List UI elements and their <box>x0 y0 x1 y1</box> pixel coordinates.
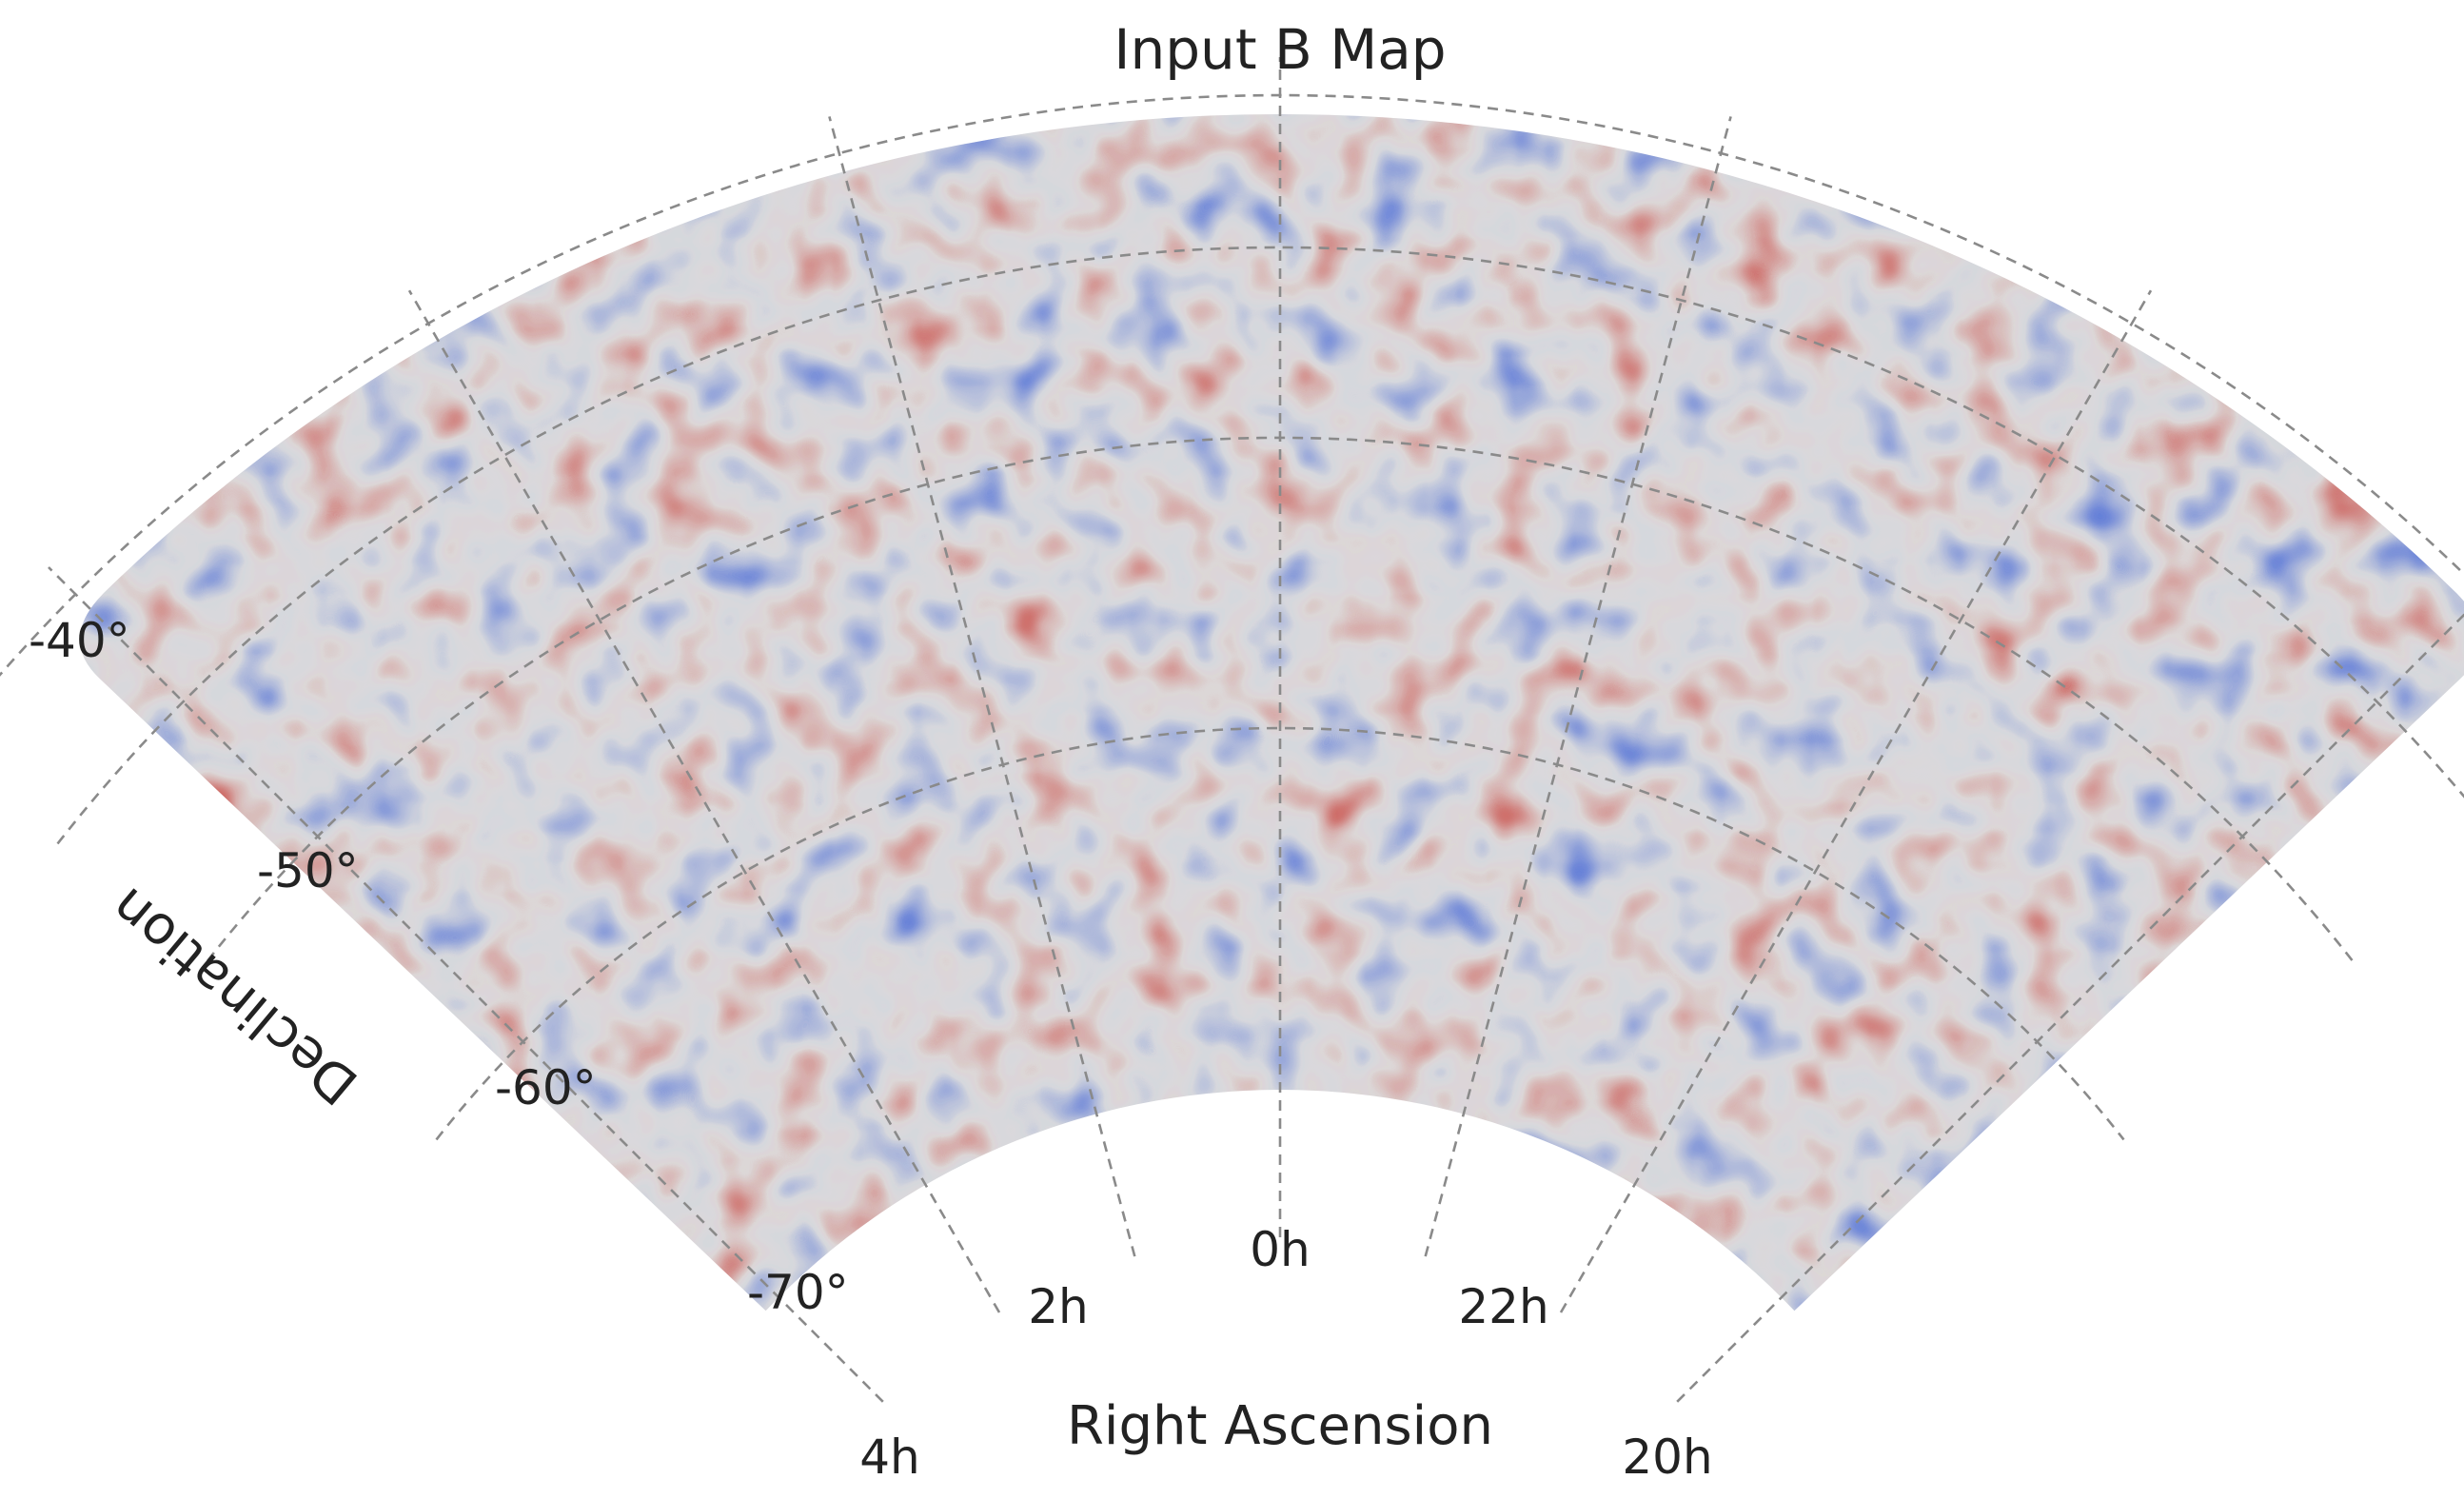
graticule <box>0 57 2464 1403</box>
ra-tick-0h: 0h <box>1250 1222 1311 1277</box>
ra-line-22h <box>1424 116 1732 1257</box>
dec-line-minus-70 <box>435 726 2125 1141</box>
ra-line-20h <box>1559 289 2153 1313</box>
dec-tick-minus-40: -40° <box>29 613 130 668</box>
dec-tick-minus-60: -60° <box>495 1060 597 1115</box>
ra-tick-20h: 20h <box>1622 1430 1712 1485</box>
dec-tick-minus-70: -70° <box>747 1265 849 1320</box>
x-axis-label: Right Ascension <box>1067 1395 1493 1457</box>
map-title: Input B Map <box>1114 17 1446 82</box>
ra-line-6h <box>48 566 884 1403</box>
ra-tick-2h: 2h <box>1028 1279 1089 1334</box>
dec-tick-minus-50: -50° <box>257 843 359 898</box>
ra-tick-4h: 4h <box>859 1430 920 1485</box>
ra-line-18h <box>1676 613 2464 1403</box>
ra-line-2h <box>828 116 1136 1257</box>
ra-tick-22h: 22h <box>1458 1279 1548 1334</box>
y-axis-label: Declination <box>99 876 369 1116</box>
ra-line-4h <box>407 289 1001 1313</box>
